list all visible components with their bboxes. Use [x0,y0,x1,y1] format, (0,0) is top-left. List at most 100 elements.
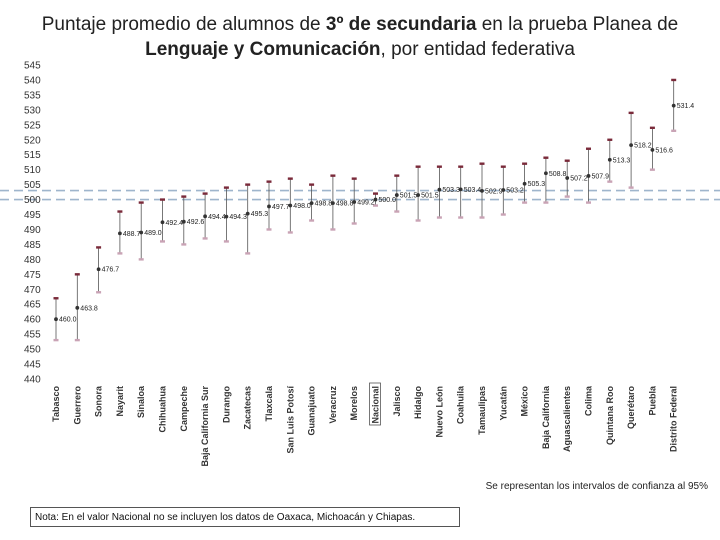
y-tick-label: 530 [24,105,41,116]
y-tick-label: 495 [24,210,41,221]
ci-upper-marker-18 [436,165,442,168]
data-label-3: 488.7 [123,231,141,238]
data-label-28: 516.6 [655,147,673,154]
ci-lower-marker-14 [351,222,357,225]
data-label-6: 492.6 [187,219,205,226]
data-point-0 [54,317,58,322]
x-axis: Tabasco Guerrero Sonora Nayarit Sinaloa Chihu… [51,382,679,467]
ci-lower-marker-7 [202,237,208,240]
data-label-14: 499.2 [357,199,375,206]
ci-lower-marker-28 [649,168,655,171]
data-label-4: 489.0 [144,230,162,237]
footnote: Nota: En el valor Nacional no se incluye… [30,507,460,527]
data-label-21: 503.2 [506,188,524,195]
data-point-20 [480,188,484,193]
data-label-13: 498.8 [336,201,354,208]
ci-lower-marker-24 [564,195,570,198]
x-tick-label-2: Sonora [94,385,104,417]
x-tick-label-1: Guerrero [72,385,82,424]
ci-upper-marker-17 [415,165,421,168]
ci-lower-marker-26 [607,180,613,183]
ci-upper-marker-9 [245,183,251,186]
ci-lower-marker-27 [628,186,634,189]
ci-lower-marker-12 [309,219,315,222]
ci-lower-marker-22 [522,201,528,204]
ci-upper-marker-5 [160,198,165,201]
ci-upper-marker-3 [117,210,123,213]
title-bold-subject: Lenguaje y Comunicación [145,39,381,60]
data-label-9: 495.3 [251,211,269,218]
x-tick-label-20: Tamaulipas [477,386,487,435]
ci-lower-marker-29 [671,129,677,132]
ci-upper-marker-27 [628,111,634,115]
ci-upper-marker-0 [53,297,59,300]
data-label-24: 507.2 [570,176,588,183]
y-tick-label: 545 [24,61,41,72]
data-point-21 [501,188,506,192]
data-label-27: 518.2 [634,143,652,150]
ci-lower-marker-9 [245,252,251,255]
ci-upper-marker-29 [671,78,677,82]
x-tick-label-22: México [520,386,530,417]
x-tick-label-16: Jalisco [392,386,402,417]
data-point-6 [181,219,186,224]
data-label-26: 513.3 [613,157,631,164]
title-text-1: Puntaje promedio de alumnos de [41,14,326,35]
data-label-19: 503.4 [464,187,482,194]
x-tick-label-11: San Luis Potosí [285,386,295,454]
x-tick-label-15: Nacional [371,386,381,424]
reference-lines [0,189,720,201]
data-point-8 [224,214,229,219]
data-label-17: 501.5 [421,193,439,200]
ci-lower-marker-4 [138,258,144,261]
ci-upper-marker-28 [649,126,655,129]
ci-lower-marker-13 [330,228,336,231]
x-tick-label-17: Hidalgo [413,385,423,419]
data-label-15: 500.0 [379,197,397,204]
x-tick-label-25: Colima [584,385,594,416]
ci-lower-marker-16 [394,210,400,213]
chart-title: Puntaje promedio de alumnos de 3º de sec… [20,12,700,62]
title-text-3: , por entidad federativa [380,39,575,60]
x-tick-label-9: Zacatecas [243,386,253,430]
scatter-chart: 440 445 450 455 460 465 470 475 480 485 490 495 500 5… [0,61,720,467]
y-tick-label: 445 [24,360,41,371]
ci-upper-marker-23 [543,156,549,159]
data-point-16 [394,193,399,197]
confidence-interval-note: Se representan los intervalos de confian… [485,481,708,492]
data-point-14 [352,200,357,204]
ci-lower-marker-6 [181,243,187,246]
y-tick-label: 515 [24,150,41,161]
title-text-2: en la prueba Planea de [476,14,679,35]
x-tick-label-21: Yucatán [498,386,508,421]
x-tick-label-27: Querétaro [626,385,636,429]
ci-upper-marker-8 [223,186,229,189]
ci-upper-marker-2 [96,246,102,249]
x-tick-label-28: Puebla [647,385,657,416]
y-tick-label: 510 [24,165,41,176]
data-label-0: 460.0 [59,317,77,324]
x-tick-label-0: Tabasco [51,386,61,422]
data-label-8: 494.3 [229,214,247,221]
ci-lower-marker-10 [266,228,272,231]
ci-lower-marker-19 [458,216,464,219]
data-label-12: 498.8 [315,201,333,208]
x-tick-label-10: Tlaxcala [264,385,274,422]
y-tick-label: 525 [24,120,41,131]
data-point-25 [586,174,591,178]
data-label-23: 508.8 [549,171,567,178]
y-tick-label: 490 [24,225,41,236]
data-point-2 [96,267,101,272]
data-point-5 [160,220,165,225]
ci-upper-marker-15 [373,192,378,195]
y-tick-label: 540 [24,75,41,86]
ci-lower-marker-11 [287,231,293,234]
ci-upper-marker-1 [74,273,80,276]
x-tick-label-23: Baja California [541,385,551,449]
ci-upper-marker-20 [479,162,485,165]
ci-upper-marker-14 [351,177,357,180]
data-label-29: 531.4 [677,103,695,110]
y-tick-label: 470 [24,285,41,296]
data-label-16: 501.5 [400,193,418,200]
data-point-4 [139,230,144,235]
